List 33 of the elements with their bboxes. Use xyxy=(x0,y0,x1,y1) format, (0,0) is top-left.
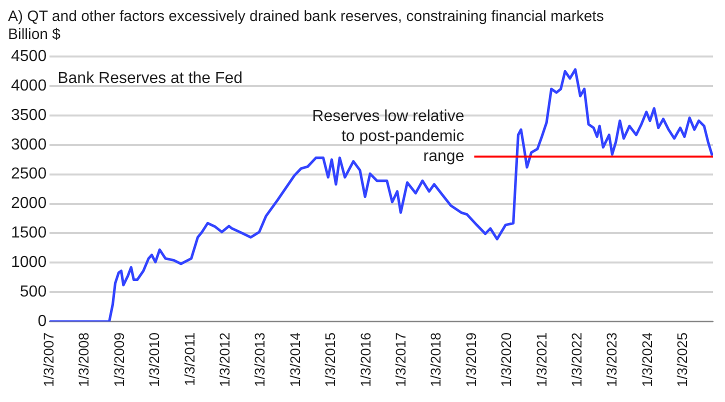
x-tick-label: 1/3/2012 xyxy=(216,332,232,388)
y-axis-title: Billion $ xyxy=(8,26,62,44)
x-tick-label: 1/3/2008 xyxy=(76,332,92,388)
x-tick-label: 1/3/2022 xyxy=(568,332,585,388)
x-tick-label: 1/3/2015 xyxy=(322,332,338,388)
x-tick-label: 1/3/2014 xyxy=(286,332,303,388)
x-tick-label: 1/3/2010 xyxy=(146,332,162,388)
x-tick-label: 1/3/2009 xyxy=(110,332,127,388)
y-tick-label: 0 xyxy=(38,312,47,330)
y-tick-label: 2000 xyxy=(11,195,47,212)
chart-title: A) QT and other factors excessively drained bank reserves, constraining financial markets xyxy=(8,8,605,26)
y-tick-label: 3500 xyxy=(11,106,47,124)
annotation: Bank Reserves at the Fed xyxy=(58,70,243,88)
x-tick-label: 1/3/2023 xyxy=(604,332,620,388)
x-tick-label: 1/3/2021 xyxy=(533,332,550,388)
x-tick-label: 1/3/2019 xyxy=(462,332,479,388)
x-tick-label: 1/3/2016 xyxy=(357,332,374,388)
x-tick-label: 1/3/2011 xyxy=(181,332,198,386)
y-tick-label: 1000 xyxy=(11,254,47,272)
x-tick-label: 1/3/2018 xyxy=(428,332,444,388)
x-tick-label: 1/3/2024 xyxy=(638,332,655,388)
y-tick-label: 3000 xyxy=(11,136,47,154)
x-tick-label: 1/3/2013 xyxy=(252,332,268,388)
y-tick-label: 500 xyxy=(20,283,47,300)
x-tick-label: 1/3/2025 xyxy=(674,332,690,388)
x-tick-label: 1/3/2007 xyxy=(40,332,56,388)
ref-line-label: Reserves low relative to post-pandemic range xyxy=(312,108,464,166)
y-tick-label: 1500 xyxy=(11,224,47,242)
y-tick-label: 2500 xyxy=(11,166,47,183)
y-tick-label: 4500 xyxy=(11,48,47,66)
y-tick-label: 4000 xyxy=(11,77,47,94)
x-tick-label: 1/3/2017 xyxy=(392,332,409,388)
x-tick-label: 1/3/2020 xyxy=(498,332,514,388)
